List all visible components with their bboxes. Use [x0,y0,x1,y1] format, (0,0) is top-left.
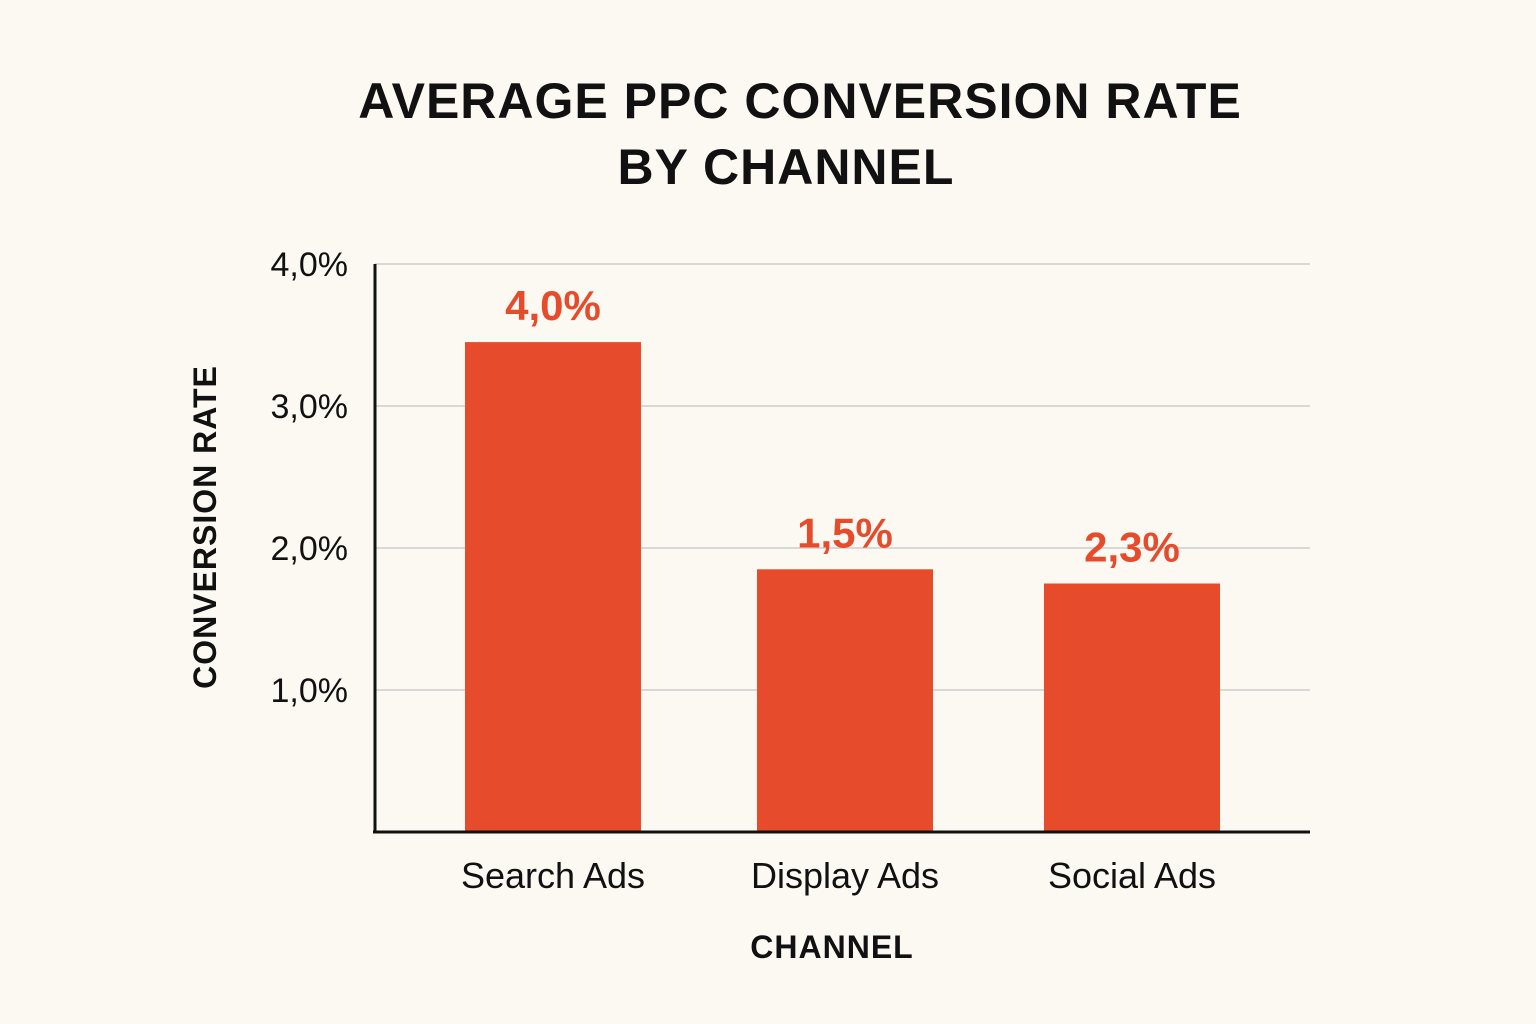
chart-title-line-2: BY CHANNEL [618,139,955,195]
data-label: 2,3% [1084,524,1180,571]
x-axis-title: CHANNEL [750,929,913,965]
bar-social-ads [1044,583,1220,832]
x-tick-label: Social Ads [1048,855,1216,896]
y-tick-label: 1,0% [271,672,349,710]
y-tick-label: 3,0% [271,388,349,426]
data-labels: 4,0% 1,5% 2,3% [505,282,1180,570]
x-tick-label: Display Ads [751,855,939,896]
bars [465,342,1220,832]
y-tick-label: 4,0% [271,246,349,284]
data-label: 1,5% [797,509,893,556]
chart-title-line-1: AVERAGE PPC CONVERSION RATE [358,73,1242,129]
bar-search-ads [465,342,641,832]
y-tick-labels: 1,0% 2,0% 3,0% 4,0% [271,246,349,710]
bar-display-ads [757,569,933,832]
data-label: 4,0% [505,282,601,329]
y-tick-label: 2,0% [271,530,349,568]
x-tick-labels: Search Ads Display Ads Social Ads [461,855,1216,896]
x-tick-label: Search Ads [461,855,645,896]
y-axis-title: CONVERSION RATE [187,365,223,689]
